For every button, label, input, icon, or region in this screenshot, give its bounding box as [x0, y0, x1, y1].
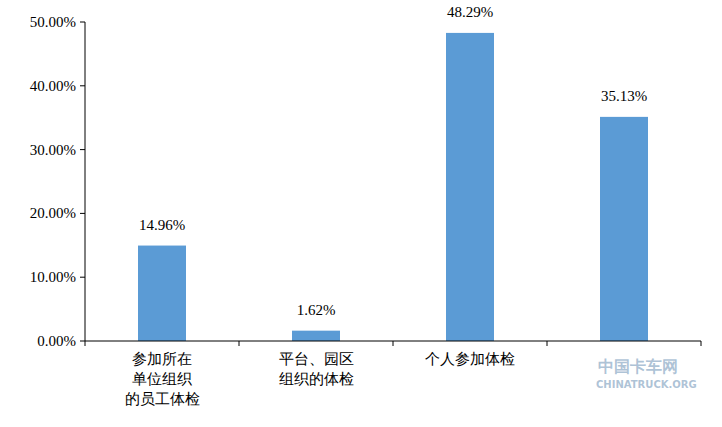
- x-category-separator: [701, 341, 702, 346]
- chart-container: 0.00% 10.00% 20.00% 30.00% 40.00% 50.00% 14.96…: [0, 0, 722, 427]
- x-tick-label: 个人参加体检: [425, 351, 515, 367]
- watermark-text: CHINATRUCK.ORG: [596, 379, 697, 390]
- watermark-text: 中国卡车网: [598, 357, 678, 376]
- y-tick: [80, 149, 85, 150]
- x-category-separator: [393, 341, 394, 346]
- bar: [138, 246, 186, 341]
- x-category-separator: [547, 341, 548, 346]
- y-tick-label: 20.00%: [30, 205, 76, 221]
- data-label: 48.29%: [447, 4, 493, 20]
- data-label: 1.62%: [297, 302, 336, 318]
- y-tick: [80, 277, 85, 278]
- background: [0, 0, 722, 427]
- x-tick-label-line: 平台、园区: [279, 351, 354, 367]
- y-tick: [80, 213, 85, 214]
- x-tick-label-line: 参加所在: [132, 351, 192, 367]
- data-label: 35.13%: [601, 88, 647, 104]
- y-tick: [80, 85, 85, 86]
- x-tick-label-line: 单位组织: [132, 371, 192, 387]
- x-category-separator: [239, 341, 240, 346]
- y-axis: [85, 22, 86, 341]
- y-tick: [80, 22, 85, 23]
- bars: [138, 33, 648, 341]
- x-tick-label: 参加所在单位组织的员工体检: [125, 351, 200, 407]
- x-tick-label-line: 组织的体检: [279, 371, 354, 387]
- bar: [446, 33, 494, 341]
- y-tick-label: 30.00%: [30, 142, 76, 158]
- bar: [600, 117, 648, 341]
- y-tick-label: 50.00%: [30, 14, 76, 30]
- bar: [292, 331, 340, 341]
- chart-svg: 0.00% 10.00% 20.00% 30.00% 40.00% 50.00% 14.96…: [0, 0, 722, 427]
- x-tick-label-line: 个人参加体检: [425, 351, 515, 367]
- data-label: 14.96%: [139, 217, 185, 233]
- y-tick: [80, 341, 85, 342]
- y-tick-label: 10.00%: [30, 269, 76, 285]
- y-tick-label: 40.00%: [30, 78, 76, 94]
- x-category-separator: [85, 341, 86, 346]
- x-tick-label: 平台、园区组织的体检: [279, 351, 354, 387]
- y-tick-label: 0.00%: [37, 333, 76, 349]
- x-tick-label-line: 的员工体检: [125, 391, 200, 407]
